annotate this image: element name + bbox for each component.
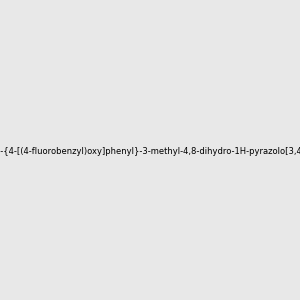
Text: 1-(1,3-benzothiazol-2-yl)-4-{4-[(4-fluorobenzyl)oxy]phenyl}-3-methyl-4,8-dihydro: 1-(1,3-benzothiazol-2-yl)-4-{4-[(4-fluor…: [0, 147, 300, 156]
